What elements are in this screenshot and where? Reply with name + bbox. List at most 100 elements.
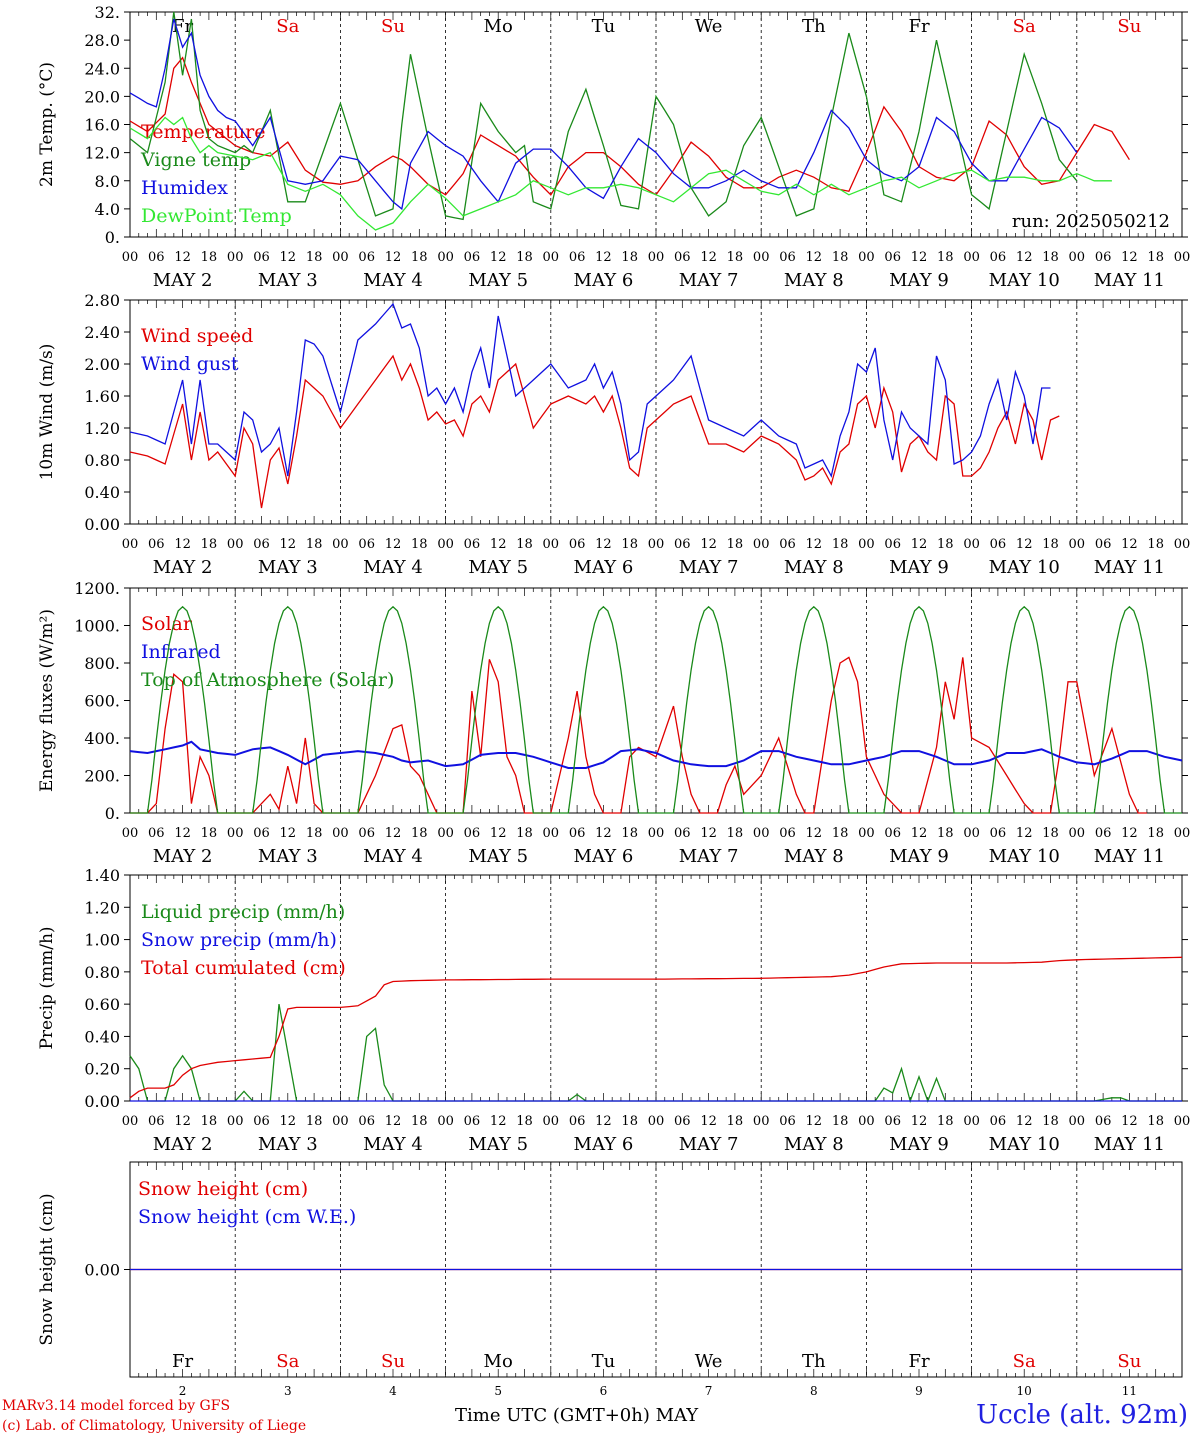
day-number: 7 [705, 1384, 713, 1398]
hour-label: 06 [464, 537, 481, 552]
hour-label: 12 [1016, 1114, 1033, 1129]
hour-label: 12 [700, 537, 717, 552]
hour-label: 00 [963, 250, 980, 265]
hour-label: 12 [1121, 1114, 1138, 1129]
hour-label: 18 [201, 537, 218, 552]
hour-label: 18 [306, 250, 323, 265]
hour-label: 12 [595, 1114, 612, 1129]
date-label: MAY 10 [989, 1134, 1060, 1155]
legend-label-precip: Liquid precip (mm/h) [141, 901, 345, 923]
hour-label: 18 [621, 250, 638, 265]
hour-label: 00 [1069, 250, 1086, 265]
hour-label: 12 [490, 537, 507, 552]
legend-label-temp: Humidex [141, 177, 228, 199]
hour-label: 18 [832, 1114, 849, 1129]
legend-label-flux: Infrared [141, 641, 221, 663]
legend-label-temp: Vigne temp [140, 149, 251, 171]
day-name: Sa [276, 16, 299, 37]
hour-label: 18 [937, 1114, 954, 1129]
station-name: Uccle (alt. 92m) [976, 1400, 1188, 1430]
date-label: MAY 3 [258, 270, 318, 291]
date-label: MAY 11 [1094, 846, 1165, 867]
hour-label: 06 [148, 537, 165, 552]
plot-frame-flux [129, 587, 1183, 814]
date-label: MAY 11 [1094, 1134, 1165, 1155]
hour-label: 12 [385, 826, 402, 841]
plot-frame-wind [129, 299, 1183, 525]
hour-label: 06 [884, 1114, 901, 1129]
date-label: MAY 7 [679, 270, 739, 291]
hour-label: 18 [516, 1114, 533, 1129]
hour-label: 00 [122, 1114, 139, 1129]
hour-label: 12 [385, 537, 402, 552]
hour-label: 18 [621, 826, 638, 841]
date-label: MAY 7 [679, 1134, 739, 1155]
day-name: Su [381, 1351, 405, 1372]
hour-label: 06 [1095, 537, 1112, 552]
hour-label: 06 [674, 826, 691, 841]
y-tick-label: 0. [105, 228, 120, 247]
hour-label: 06 [464, 1114, 481, 1129]
hour-label: 06 [674, 250, 691, 265]
date-label: MAY 9 [889, 270, 949, 291]
hour-label: 12 [700, 826, 717, 841]
hour-label: 18 [201, 826, 218, 841]
hour-label: 12 [174, 537, 191, 552]
hour-label: 12 [1016, 826, 1033, 841]
hour-label: 06 [148, 826, 165, 841]
hour-label: 06 [253, 250, 270, 265]
day-name: Th [802, 1351, 826, 1372]
series-line-temp-3 [129, 116, 1112, 231]
hour-label: 12 [490, 1114, 507, 1129]
hour-label: 12 [280, 1114, 297, 1129]
hour-label: 00 [963, 1114, 980, 1129]
day-name: Th [802, 16, 826, 37]
date-label: MAY 9 [889, 557, 949, 578]
legend-label-flux: Top of Atmosphere (Solar) [141, 669, 394, 691]
hour-label: 06 [569, 826, 586, 841]
date-label: MAY 5 [468, 846, 528, 867]
hour-label: 12 [911, 537, 928, 552]
hour-label: 18 [832, 250, 849, 265]
hour-label: 18 [1042, 537, 1059, 552]
hour-label: 00 [858, 250, 875, 265]
y-tick-label: 2.40 [84, 323, 120, 342]
hour-label: 00 [543, 826, 560, 841]
hour-label: 00 [332, 537, 349, 552]
hour-label: 18 [411, 250, 428, 265]
hour-label: 00 [1174, 537, 1191, 552]
day-name: Tu [592, 1351, 616, 1372]
hour-label: 00 [227, 250, 244, 265]
hour-label: 18 [937, 250, 954, 265]
hour-label: 18 [411, 826, 428, 841]
hour-label: 06 [1095, 1114, 1112, 1129]
hour-label: 06 [779, 250, 796, 265]
date-label: MAY 2 [153, 270, 213, 291]
hour-label: 18 [306, 826, 323, 841]
y-tick-label: 0. [105, 804, 120, 823]
day-name: We [695, 16, 723, 37]
hour-label: 00 [543, 1114, 560, 1129]
hour-label: 00 [227, 826, 244, 841]
hour-label: 12 [700, 1114, 717, 1129]
hour-label: 06 [1095, 250, 1112, 265]
legend-label-wind: Wind gust [141, 353, 239, 375]
hour-label: 00 [122, 826, 139, 841]
hour-label: 06 [148, 250, 165, 265]
hour-label: 18 [832, 826, 849, 841]
date-label: MAY 8 [784, 557, 844, 578]
day-name: Tu [592, 16, 616, 37]
hour-label: 00 [332, 826, 349, 841]
hour-label: 12 [595, 250, 612, 265]
hour-label: 18 [411, 1114, 428, 1129]
y-tick-label: 0.80 [84, 963, 120, 982]
y-tick-label: 20.0 [84, 87, 120, 106]
y-tick-label: 1.00 [84, 931, 120, 950]
hour-label: 06 [253, 1114, 270, 1129]
hour-label: 06 [358, 1114, 375, 1129]
hour-label: 18 [516, 250, 533, 265]
day-number: 3 [284, 1384, 292, 1398]
day-name: Su [1117, 1351, 1141, 1372]
hour-label: 12 [174, 826, 191, 841]
hour-label: 00 [332, 250, 349, 265]
